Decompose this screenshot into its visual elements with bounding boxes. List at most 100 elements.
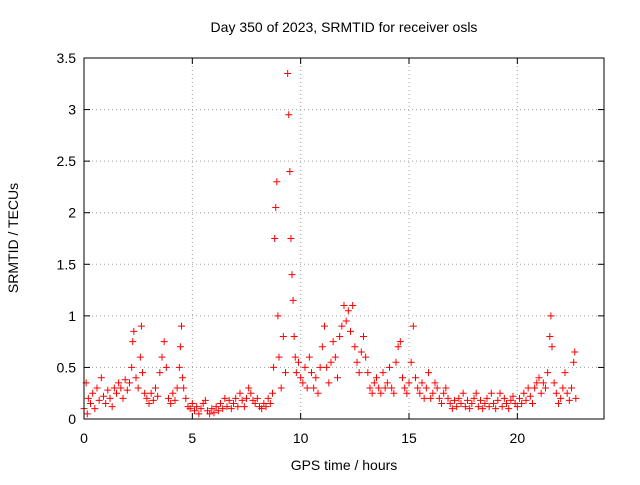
data-point [431,379,439,387]
data-point [89,389,97,397]
data-point [234,403,242,411]
data-point [240,403,248,411]
data-point [446,400,454,408]
data-point [351,343,359,351]
data-point [179,374,187,382]
data-point [100,392,107,400]
data-point [279,332,287,340]
data-point [232,394,240,402]
data-point [238,396,246,404]
y-tick-label: 0 [68,411,76,427]
data-point [285,111,293,119]
data-point [455,394,463,402]
data-point [117,384,125,392]
data-point [262,403,270,411]
data-point [396,338,404,346]
data-point [362,353,370,361]
data-point [154,392,162,400]
data-point [245,384,253,392]
data-point [110,384,118,392]
data-point [375,384,383,392]
data-point [399,374,406,382]
data-point [561,369,569,377]
data-point [531,384,539,392]
data-point [381,384,389,392]
data-point [505,405,513,413]
y-axis-label: SRMTID / TECUs [5,183,21,293]
data-point [321,322,328,330]
data-point [95,396,103,404]
data-point [483,394,491,402]
data-point [292,369,300,377]
data-point [338,322,346,330]
data-point [295,358,302,366]
data-point [113,389,120,397]
data-point [290,332,298,340]
data-point [571,348,579,356]
data-point [97,374,105,382]
data-point [139,369,146,377]
data-point [466,405,474,413]
data-point [264,394,272,402]
data-point [444,394,452,402]
data-point [368,389,376,397]
data-point [156,369,164,377]
data-point [490,400,497,408]
data-point [221,394,229,402]
y-tick-label: 3 [68,102,76,118]
data-point [522,396,530,404]
x-axis-label: GPS time / hours [291,457,398,473]
data-point [167,400,175,408]
data-point [442,384,450,392]
data-point [377,389,385,397]
data-point [568,384,575,392]
data-point [266,400,274,408]
data-point [481,400,489,408]
y-tick-label: 3.5 [57,50,77,66]
data-point [429,389,437,397]
data-point [297,374,305,382]
data-point [477,396,484,404]
data-point [287,235,295,242]
x-tick-label: 0 [80,430,88,446]
data-point [516,394,523,402]
chart-title: Day 350 of 2023, SRMTID for receiver osl… [211,19,478,35]
data-point [412,374,419,382]
data-point [570,358,578,366]
data-point [550,379,558,387]
data-point [119,394,127,402]
data-point [251,400,259,408]
data-point [461,403,469,411]
data-point [173,384,181,392]
data-point [286,167,294,175]
data-point [494,396,502,404]
data-point [548,343,556,351]
data-point [347,327,354,335]
data-point [572,394,580,402]
data-point [132,374,140,382]
data-point [310,384,318,392]
x-tick-label: 5 [188,430,196,446]
data-point [487,389,495,397]
data-point [403,389,411,397]
data-point [210,409,218,417]
data-point [316,363,324,371]
data-point [271,235,279,242]
data-point [152,384,159,392]
data-point [323,363,331,371]
data-point [149,396,157,404]
data-point [435,394,443,402]
data-point [401,384,409,392]
data-point [212,403,220,411]
data-point [373,374,380,382]
data-point [440,389,448,397]
data-point [272,204,280,212]
data-point [223,403,231,411]
data-point [513,403,521,411]
data-point [349,302,357,310]
data-point [416,389,424,397]
data-point [108,403,116,411]
data-point [448,405,456,413]
